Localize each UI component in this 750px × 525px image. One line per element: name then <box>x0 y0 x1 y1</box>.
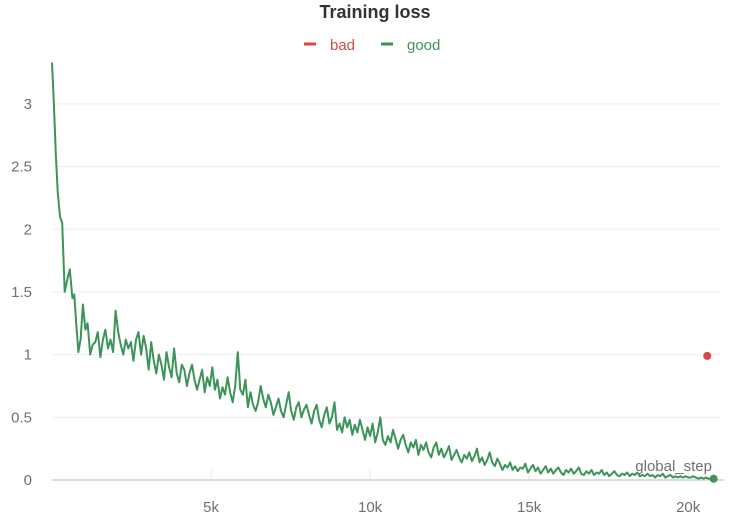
series-line-good <box>51 62 714 480</box>
x-tick-label: 20k <box>676 499 701 516</box>
y-tick-label: 0.5 <box>11 409 32 426</box>
x-tick-label: 5k <box>203 499 219 516</box>
legend-label-bad: bad <box>330 37 355 54</box>
x-axis-title: global_step <box>635 458 712 475</box>
legend-item-bad[interactable]: bad <box>304 37 355 54</box>
legend-item-good[interactable]: good <box>381 37 440 54</box>
chart-title: Training loss <box>319 2 430 22</box>
y-tick-label: 2 <box>24 221 32 238</box>
y-tick-label: 2.5 <box>11 159 32 176</box>
legend-swatch-bad <box>304 42 316 46</box>
x-tick-label: 10k <box>358 499 383 516</box>
y-tick-label: 1 <box>24 347 32 364</box>
series-bad <box>703 351 712 360</box>
y-tick-label: 3 <box>24 96 32 113</box>
legend: bad good <box>304 37 440 54</box>
series-end-point-good[interactable] <box>709 474 718 483</box>
x-tick-label: 15k <box>517 499 542 516</box>
legend-label-good: good <box>407 37 440 54</box>
y-tick-label: 1.5 <box>11 284 32 301</box>
y-tick-label: 0 <box>24 472 32 489</box>
series-good <box>51 62 718 483</box>
series-point-bad[interactable] <box>703 351 712 360</box>
legend-swatch-good <box>381 42 393 46</box>
